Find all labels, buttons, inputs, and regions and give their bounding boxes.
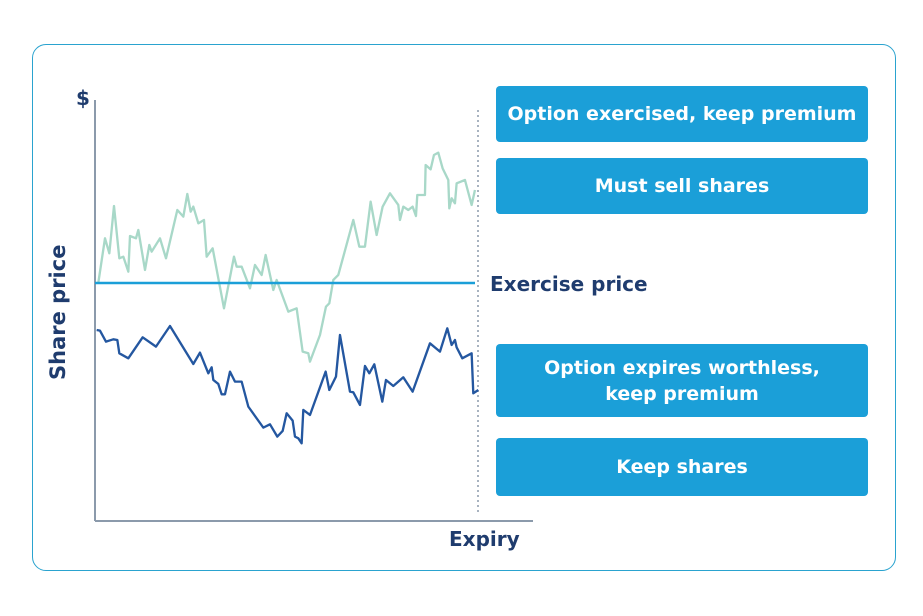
- outcome-expires-worthless: Option expires worthless, keep premium: [496, 344, 868, 417]
- share-price-path-high: [97, 151, 477, 363]
- outcome-must-sell: Must sell shares: [496, 158, 868, 214]
- outcome-expires-line1: Option expires worthless,: [544, 356, 820, 379]
- share-price-path-low: [96, 324, 479, 445]
- diagram-frame: [32, 44, 896, 571]
- x-axis-label: Expiry: [449, 527, 520, 551]
- y-axis-label: Share price: [46, 244, 70, 380]
- outcome-keep-shares: Keep shares: [496, 438, 868, 496]
- exercise-price-label: Exercise price: [490, 272, 648, 296]
- outcome-expires-line2: keep premium: [605, 382, 759, 405]
- y-axis-unit: $: [76, 86, 90, 110]
- outcome-option-exercised: Option exercised, keep premium: [496, 86, 868, 142]
